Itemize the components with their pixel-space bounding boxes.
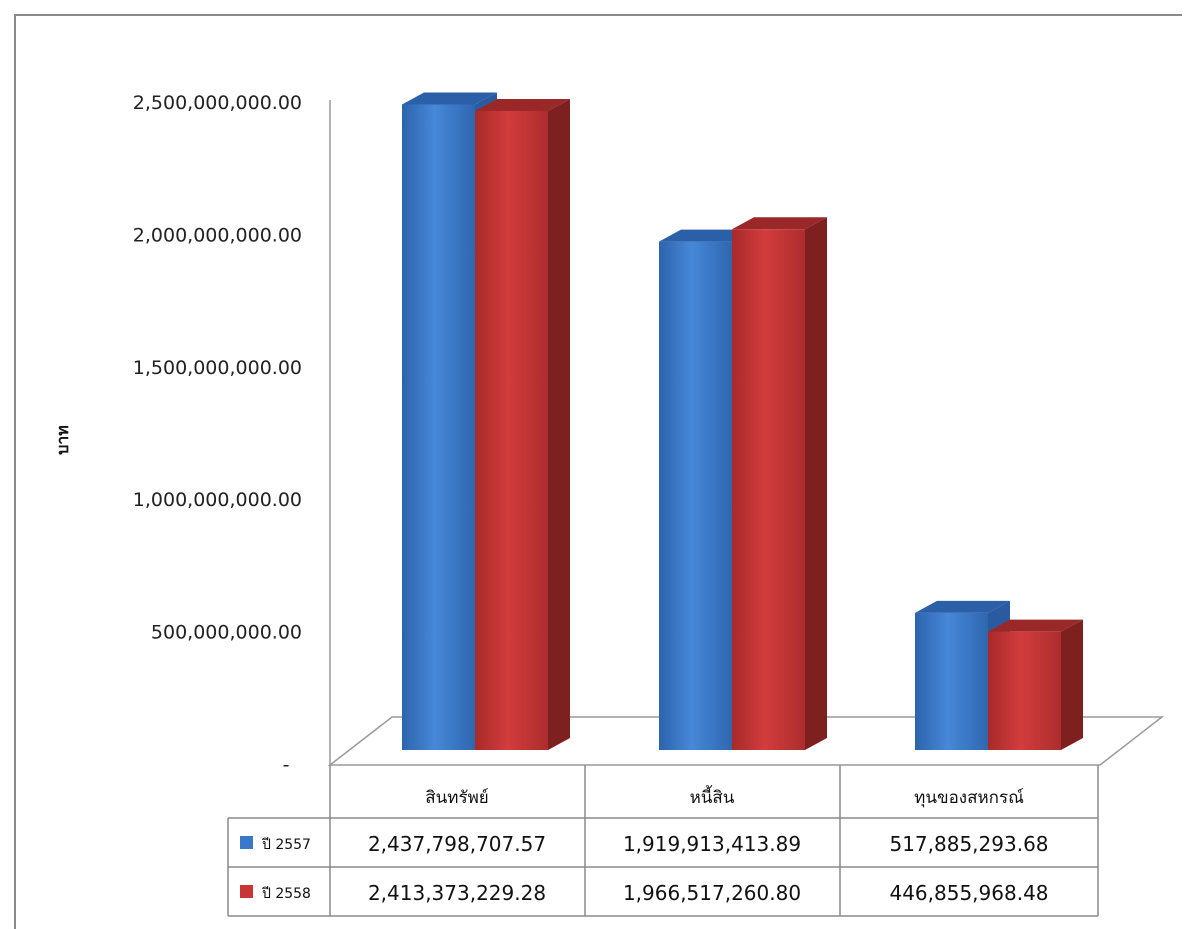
data-value: 2,413,373,229.28 — [368, 881, 546, 905]
legend-key-0 — [240, 836, 253, 849]
data-value: 1,966,517,260.80 — [623, 881, 801, 905]
data-value: 2,437,798,707.57 — [368, 832, 546, 856]
category-label: หนี้สิน — [690, 785, 735, 808]
bar-front — [659, 241, 732, 750]
bar-2558-1 — [732, 217, 827, 750]
bar-front — [915, 612, 988, 750]
bar-top — [732, 217, 827, 230]
y-tick-label: - — [283, 754, 290, 776]
legend-label: ปี 2557 — [262, 837, 311, 853]
legend-key-1 — [240, 885, 253, 898]
y-tick-label: 1,500,000,000.00 — [133, 357, 302, 379]
y-tick-label: 2,500,000,000.00 — [133, 92, 302, 114]
data-table — [227, 765, 1099, 917]
bar-top — [475, 98, 570, 111]
bar-front — [402, 104, 475, 751]
data-value: 1,919,913,413.89 — [623, 832, 801, 856]
bar-top — [988, 619, 1083, 632]
y-axis-title: บาท — [53, 425, 72, 455]
data-value: 517,885,293.68 — [889, 832, 1048, 856]
bar-top — [659, 229, 754, 242]
category-label: ทุนของสหกรณ์ — [914, 788, 1024, 808]
y-tick-label: 1,000,000,000.00 — [133, 489, 302, 511]
bar-2558-2 — [988, 619, 1083, 750]
bar-front — [988, 631, 1061, 750]
bar-top — [915, 600, 1010, 613]
data-value: 446,855,968.48 — [889, 881, 1048, 905]
bar-front — [732, 229, 805, 750]
y-tick-label: 500,000,000.00 — [151, 622, 302, 644]
bar-side — [805, 217, 827, 750]
chart-frame — [14, 14, 1182, 929]
bar-2558-0 — [475, 98, 570, 750]
bar-side — [548, 98, 570, 750]
legend-label: ปี 2558 — [262, 886, 311, 902]
y-tick-label: 2,000,000,000.00 — [133, 224, 302, 246]
bar-side — [1061, 619, 1083, 750]
category-label: สินทรัพย์ — [425, 788, 489, 808]
bar-front — [475, 110, 548, 750]
bar-top — [402, 92, 497, 105]
